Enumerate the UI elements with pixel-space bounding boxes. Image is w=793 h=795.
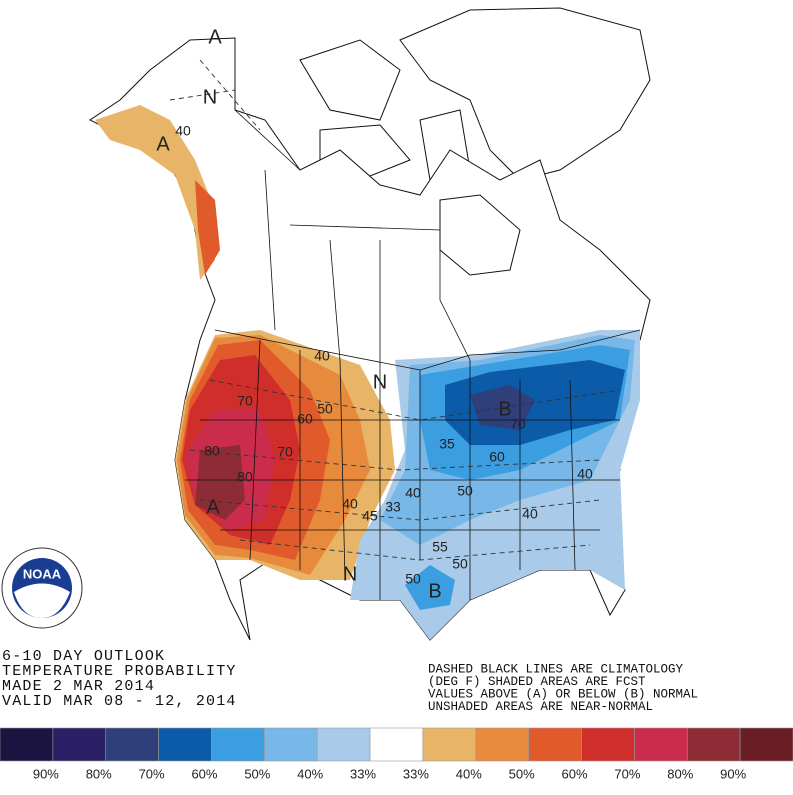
map-label: 40 — [577, 466, 593, 482]
legend-label: 90% — [33, 766, 59, 781]
map-label: 40 — [522, 506, 538, 522]
legend-swatch — [475, 727, 529, 762]
legend-label: 50% — [244, 766, 270, 781]
map-label: 80 — [204, 443, 220, 459]
logo-text: NOAA — [23, 566, 62, 581]
map-label: 70 — [510, 416, 526, 432]
zone-alaska-40 — [95, 105, 215, 280]
outlook-text: VALID MAR 08 - 12, 2014 — [2, 693, 237, 710]
legend-swatch — [0, 727, 54, 762]
map-label: 50 — [457, 483, 473, 499]
outlook-text: TEMPERATURE PROBABILITY — [2, 663, 237, 680]
map-label: 35 — [439, 436, 455, 452]
legend-label: 90% — [720, 766, 746, 781]
map-label: A — [206, 496, 220, 518]
legend-swatch — [211, 727, 265, 762]
legend-swatch — [316, 727, 371, 762]
legend-swatch — [52, 727, 107, 762]
map-label: 40 — [175, 123, 191, 139]
zone-alaska-60 — [195, 180, 220, 275]
legend-swatch — [686, 727, 741, 762]
legend-swatch — [422, 727, 477, 762]
map-label: 40 — [405, 485, 421, 501]
outlook-text: 6-10 DAY OUTLOOK — [2, 648, 165, 665]
map-label: 40 — [314, 348, 330, 364]
legend-label: 80% — [667, 766, 693, 781]
canada-provinces — [234, 109, 471, 370]
map-label: N — [343, 563, 357, 585]
map-label: 33 — [385, 499, 401, 515]
map-label: 60 — [297, 411, 313, 427]
map-label: 45 — [362, 508, 378, 524]
map-label: 40 — [342, 496, 358, 512]
map-label: 80 — [237, 469, 253, 485]
map-label: A — [156, 133, 170, 155]
legend-label: 50% — [509, 766, 535, 781]
legend-swatch — [634, 727, 688, 762]
legend-label: 33% — [403, 766, 429, 781]
map-label: 50 — [405, 571, 421, 587]
outlook-text: MADE 2 MAR 2014 — [2, 678, 155, 695]
map-label: A — [208, 26, 222, 48]
logo-gull — [14, 583, 70, 618]
map-label: 55 — [432, 539, 448, 555]
map-label: N — [373, 371, 387, 393]
legend-swatch — [369, 727, 424, 762]
legend-label: 70% — [614, 766, 640, 781]
legend-swatch — [158, 727, 212, 762]
legend-label: 80% — [86, 766, 112, 781]
legend-label: 60% — [562, 766, 588, 781]
legend-swatch — [739, 727, 793, 762]
legend-note: VALUES ABOVE (A) OR BELOW (B) NORMAL — [428, 687, 698, 701]
legend-swatch — [581, 727, 635, 762]
map-label: N — [203, 86, 217, 108]
legend-swatch — [264, 727, 318, 762]
map-label: 60 — [489, 449, 505, 465]
legend-label: 33% — [350, 766, 376, 781]
canada-islands — [299, 39, 471, 181]
legend-label: 40% — [297, 766, 323, 781]
legend-swatch — [528, 727, 582, 762]
map-label: 50 — [452, 556, 468, 572]
legend-note: DASHED BLACK LINES ARE CLIMATOLOGY — [428, 662, 684, 676]
map-label: 50 — [317, 401, 333, 417]
legend-swatch — [105, 727, 159, 762]
climatology-contour — [169, 59, 621, 561]
map-label: 70 — [237, 393, 253, 409]
zone-texas-50 — [405, 565, 455, 610]
state-lines — [185, 339, 620, 600]
map-label: 70 — [277, 444, 293, 460]
legend-note: UNSHADED AREAS ARE NEAR-NORMAL — [428, 700, 653, 714]
legend-label: 40% — [456, 766, 482, 781]
legend-label: 60% — [191, 766, 217, 781]
legend-label: 70% — [139, 766, 165, 781]
zone-above-90 — [195, 445, 245, 520]
greenland — [399, 7, 651, 181]
us-canada-border — [214, 329, 641, 371]
map-label: B — [498, 398, 511, 420]
map-label: B — [428, 580, 441, 602]
legend-note: (DEG F) SHADED AREAS ARE FCST — [428, 675, 646, 689]
